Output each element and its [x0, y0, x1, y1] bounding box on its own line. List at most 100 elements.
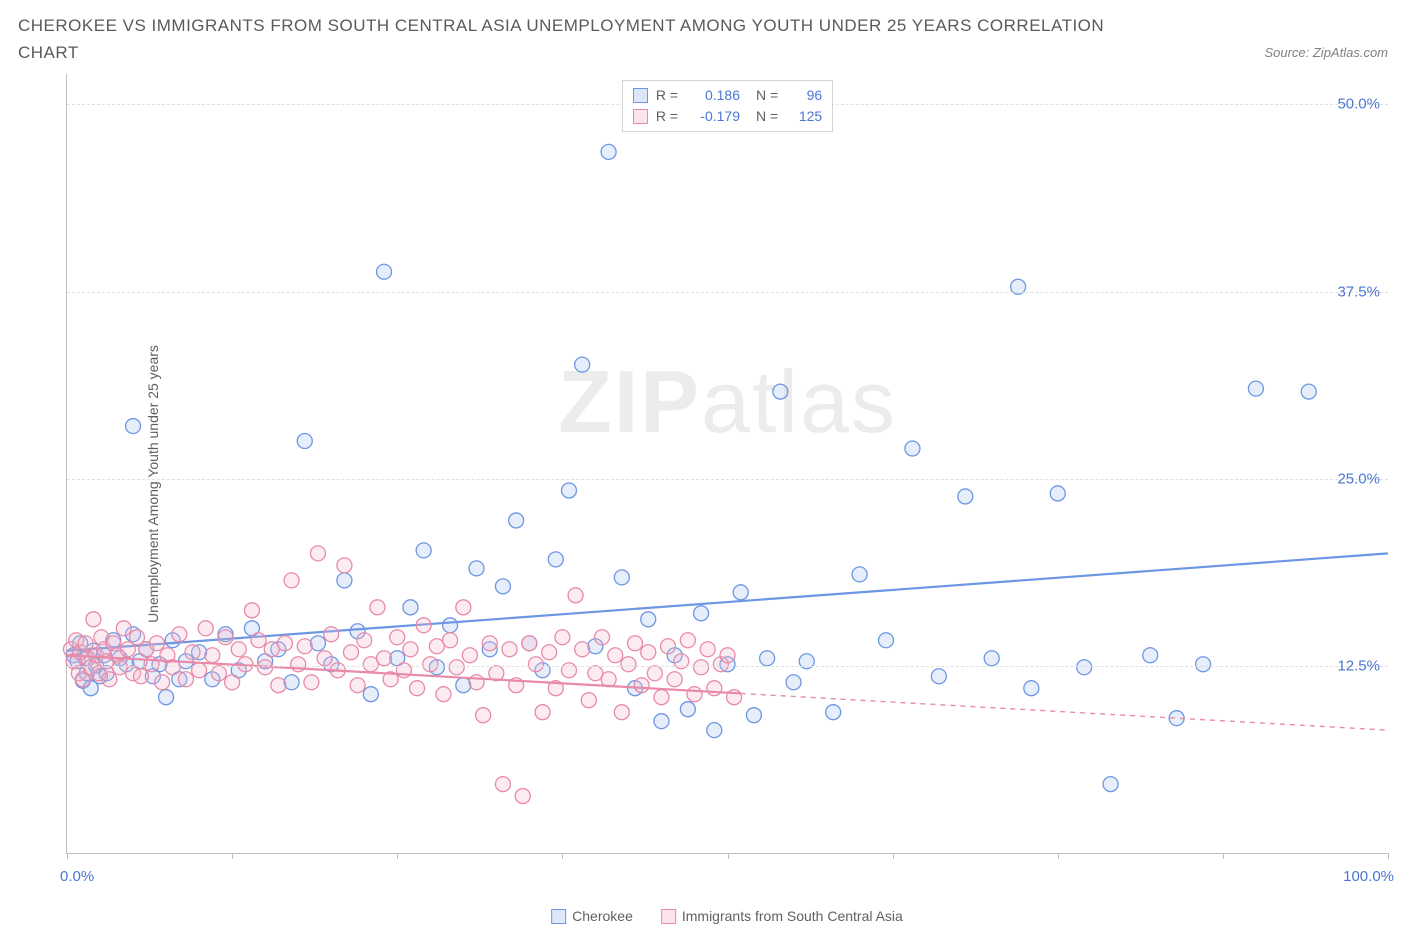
data-point — [535, 705, 550, 720]
legend-item: Immigrants from South Central Asia — [661, 908, 903, 924]
data-point — [700, 642, 715, 657]
data-point — [694, 606, 709, 621]
data-point — [284, 675, 299, 690]
x-tick-min: 0.0% — [60, 868, 94, 885]
data-point — [324, 627, 339, 642]
plot-svg — [67, 74, 1388, 853]
data-point — [310, 636, 325, 651]
data-point — [86, 612, 101, 627]
data-point — [984, 651, 999, 666]
data-point — [350, 678, 365, 693]
data-point — [601, 145, 616, 160]
data-point — [469, 675, 484, 690]
data-point — [1024, 681, 1039, 696]
data-point — [159, 690, 174, 705]
x-tick — [1388, 853, 1389, 859]
data-point — [172, 627, 187, 642]
data-point — [528, 657, 543, 672]
data-point — [879, 633, 894, 648]
y-tick-label: 12.5% — [1337, 658, 1380, 675]
data-point — [773, 384, 788, 399]
data-point — [1077, 660, 1092, 675]
data-point — [102, 672, 117, 687]
data-point — [575, 358, 590, 373]
data-point — [568, 588, 583, 603]
data-point — [1196, 657, 1211, 672]
data-point — [786, 675, 801, 690]
data-point — [687, 687, 702, 702]
y-tick-label: 37.5% — [1337, 283, 1380, 300]
data-point — [462, 648, 477, 663]
data-point — [654, 690, 669, 705]
data-point — [304, 675, 319, 690]
data-point — [116, 621, 131, 636]
data-point — [852, 567, 867, 582]
data-point — [746, 708, 761, 723]
chart-title: CHEROKEE VS IMMIGRANTS FROM SOUTH CENTRA… — [18, 12, 1118, 66]
data-point — [149, 636, 164, 651]
data-point — [680, 702, 695, 717]
data-point — [344, 645, 359, 660]
data-point — [1103, 777, 1118, 792]
data-point — [244, 603, 259, 618]
data-point — [277, 636, 292, 651]
data-point — [218, 630, 233, 645]
data-point — [370, 600, 385, 615]
data-point — [661, 639, 676, 654]
data-point — [509, 513, 524, 528]
data-point — [1248, 381, 1263, 396]
data-point — [641, 645, 656, 660]
data-point — [449, 660, 464, 675]
data-point — [694, 660, 709, 675]
y-tick-label: 50.0% — [1337, 96, 1380, 113]
data-point — [707, 681, 722, 696]
data-point — [155, 675, 170, 690]
data-point — [205, 648, 220, 663]
data-point — [310, 546, 325, 561]
data-point — [634, 678, 649, 693]
data-point — [126, 419, 141, 434]
data-point — [482, 636, 497, 651]
data-point — [178, 672, 193, 687]
series-legend: CherokeeImmigrants from South Central As… — [551, 908, 903, 924]
data-point — [760, 651, 775, 666]
x-tick-max: 100.0% — [1343, 868, 1394, 885]
data-point — [456, 600, 471, 615]
data-point — [390, 630, 405, 645]
data-point — [377, 265, 392, 280]
data-point — [931, 669, 946, 684]
gridline — [67, 479, 1388, 480]
data-point — [297, 434, 312, 449]
data-point — [416, 543, 431, 558]
data-point — [251, 633, 266, 648]
data-point — [231, 642, 246, 657]
data-point — [443, 633, 458, 648]
data-point — [647, 666, 662, 681]
data-point — [363, 687, 378, 702]
data-point — [575, 642, 590, 657]
data-point — [416, 618, 431, 633]
data-point — [542, 645, 557, 660]
stats-row: R =-0.179N =125 — [633, 106, 822, 127]
data-point — [357, 633, 372, 648]
data-point — [337, 558, 352, 573]
data-point — [654, 714, 669, 729]
data-point — [555, 630, 570, 645]
data-point — [133, 669, 148, 684]
gridline — [67, 292, 1388, 293]
data-point — [225, 675, 240, 690]
data-point — [595, 630, 610, 645]
data-point — [826, 705, 841, 720]
data-point — [608, 648, 623, 663]
data-point — [515, 789, 530, 804]
data-point — [443, 618, 458, 633]
data-point — [667, 672, 682, 687]
data-point — [469, 561, 484, 576]
data-point — [211, 666, 226, 681]
data-point — [680, 633, 695, 648]
data-point — [601, 672, 616, 687]
data-point — [581, 693, 596, 708]
data-point — [271, 678, 286, 693]
source-attribution: Source: ZipAtlas.com — [1264, 45, 1388, 66]
data-point — [621, 657, 636, 672]
